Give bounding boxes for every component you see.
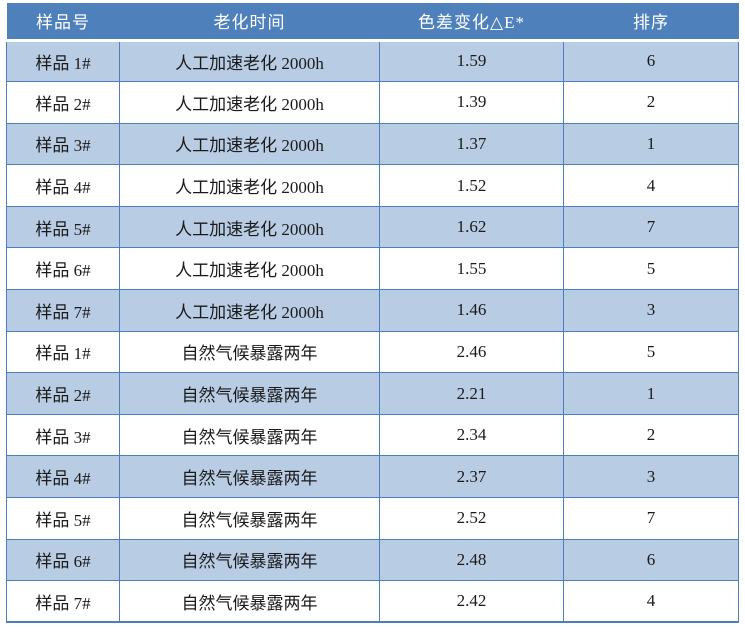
- cell-aging-time: 自然气候暴露两年: [119, 497, 380, 540]
- cell-sample: 样品 1#: [6, 330, 120, 374]
- cell-aging-time: 人工加速老化 2000h: [119, 247, 380, 291]
- cell-sample: 样品 6#: [6, 538, 120, 582]
- cell-sample: 样品 2#: [6, 372, 120, 415]
- cell-rank: 4: [563, 580, 739, 624]
- cell-rank: 2: [563, 81, 739, 124]
- table-row: 样品 7# 自然气候暴露两年 2.42 4: [6, 580, 739, 624]
- cell-delta-e: 2.21: [379, 372, 564, 415]
- column-header-aging-time: 老化时间: [119, 3, 380, 42]
- cell-sample: 样品 4#: [6, 164, 120, 207]
- cell-delta-e: 2.48: [379, 538, 564, 582]
- table-row: 样品 3# 自然气候暴露两年 2.34 2: [6, 413, 739, 457]
- cell-sample: 样品 2#: [6, 81, 120, 124]
- cell-aging-time: 自然气候暴露两年: [119, 330, 380, 374]
- cell-aging-time: 自然气候暴露两年: [119, 580, 380, 624]
- column-header-rank: 排序: [563, 3, 739, 42]
- cell-rank: 3: [563, 455, 739, 499]
- cell-aging-time: 人工加速老化 2000h: [119, 39, 380, 83]
- cell-rank: 1: [563, 122, 739, 166]
- cell-delta-e: 2.42: [379, 580, 564, 624]
- table-row: 样品 6# 人工加速老化 2000h 1.55 5: [6, 247, 739, 291]
- cell-aging-time: 自然气候暴露两年: [119, 455, 380, 499]
- cell-sample: 样品 7#: [6, 580, 120, 624]
- cell-aging-time: 人工加速老化 2000h: [119, 205, 380, 249]
- cell-delta-e: 1.39: [379, 81, 564, 124]
- cell-rank: 6: [563, 39, 739, 83]
- column-header-delta-e: 色差变化△E*: [379, 3, 564, 42]
- aging-results-table: 样品号 老化时间 色差变化△E* 排序 样品 1# 人工加速老化 2000h 1.5…: [6, 3, 739, 624]
- cell-sample: 样品 6#: [6, 247, 120, 291]
- cell-aging-time: 人工加速老化 2000h: [119, 122, 380, 166]
- cell-delta-e: 1.52: [379, 164, 564, 207]
- column-header-sample: 样品号: [6, 3, 120, 42]
- cell-aging-time: 自然气候暴露两年: [119, 413, 380, 457]
- cell-delta-e: 1.46: [379, 289, 564, 332]
- cell-sample: 样品 5#: [6, 205, 120, 249]
- cell-delta-e: 1.62: [379, 205, 564, 249]
- cell-delta-e: 1.59: [379, 39, 564, 83]
- cell-rank: 7: [563, 205, 739, 249]
- cell-rank: 6: [563, 538, 739, 582]
- table-row: 样品 4# 人工加速老化 2000h 1.52 4: [6, 164, 739, 207]
- cell-delta-e: 2.37: [379, 455, 564, 499]
- cell-sample: 样品 7#: [6, 289, 120, 332]
- table-header: 样品号 老化时间 色差变化△E* 排序: [6, 3, 739, 42]
- cell-delta-e: 2.46: [379, 330, 564, 374]
- table-row: 样品 7# 人工加速老化 2000h 1.46 3: [6, 289, 739, 332]
- table-row: 样品 5# 人工加速老化 2000h 1.62 7: [6, 205, 739, 249]
- aging-results-table-container: 样品号 老化时间 色差变化△E* 排序 样品 1# 人工加速老化 2000h 1.5…: [6, 3, 739, 639]
- cell-sample: 样品 5#: [6, 497, 120, 540]
- header-row: 样品号 老化时间 色差变化△E* 排序: [6, 3, 739, 42]
- cell-sample: 样品 3#: [6, 413, 120, 457]
- table-body: 样品 1# 人工加速老化 2000h 1.59 6 样品 2# 人工加速老化 2000h 1…: [6, 39, 739, 624]
- cell-rank: 2: [563, 413, 739, 457]
- table-row: 样品 4# 自然气候暴露两年 2.37 3: [6, 455, 739, 499]
- cell-delta-e: 2.34: [379, 413, 564, 457]
- cell-rank: 7: [563, 497, 739, 540]
- table-row: 样品 1# 人工加速老化 2000h 1.59 6: [6, 39, 739, 83]
- cell-delta-e: 2.52: [379, 497, 564, 540]
- cell-rank: 1: [563, 372, 739, 415]
- cell-aging-time: 自然气候暴露两年: [119, 372, 380, 415]
- cell-aging-time: 自然气候暴露两年: [119, 538, 380, 582]
- cell-sample: 样品 3#: [6, 122, 120, 166]
- cell-delta-e: 1.55: [379, 247, 564, 291]
- cell-rank: 3: [563, 289, 739, 332]
- table-row: 样品 2# 人工加速老化 2000h 1.39 2: [6, 81, 739, 124]
- table-row: 样品 1# 自然气候暴露两年 2.46 5: [6, 330, 739, 374]
- cell-aging-time: 人工加速老化 2000h: [119, 289, 380, 332]
- cell-aging-time: 人工加速老化 2000h: [119, 164, 380, 207]
- table-row: 样品 5# 自然气候暴露两年 2.52 7: [6, 497, 739, 540]
- cell-rank: 5: [563, 247, 739, 291]
- table-row: 样品 6# 自然气候暴露两年 2.48 6: [6, 538, 739, 582]
- table-row: 样品 2# 自然气候暴露两年 2.21 1: [6, 372, 739, 415]
- table-row: 样品 3# 人工加速老化 2000h 1.37 1: [6, 122, 739, 166]
- cell-sample: 样品 1#: [6, 39, 120, 83]
- cell-rank: 4: [563, 164, 739, 207]
- cell-aging-time: 人工加速老化 2000h: [119, 81, 380, 124]
- cell-delta-e: 1.37: [379, 122, 564, 166]
- cell-sample: 样品 4#: [6, 455, 120, 499]
- cell-rank: 5: [563, 330, 739, 374]
